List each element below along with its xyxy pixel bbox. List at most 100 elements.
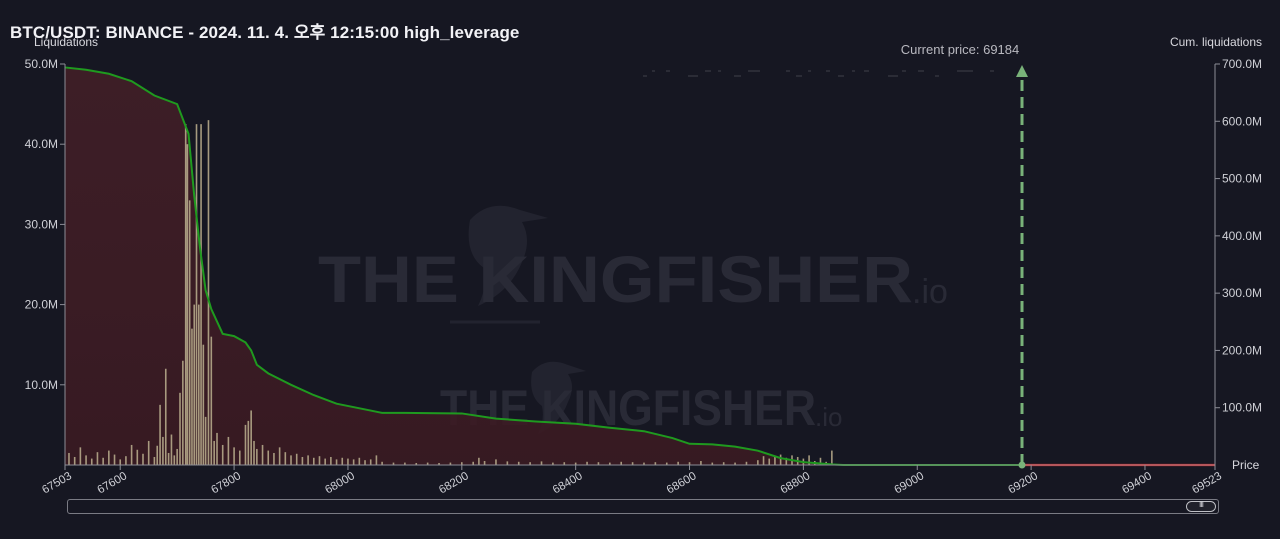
liquidation-bar (221, 444, 224, 465)
liquidation-bar (142, 453, 144, 465)
y2-tick-label: 600.0M (1222, 114, 1262, 128)
x-tick-label: 69000 (893, 470, 927, 496)
liquidation-bar (153, 456, 156, 465)
liquidation-bar (188, 200, 191, 465)
right-axis-title: Cum. liquidations (1169, 35, 1262, 49)
liquidation-bar (119, 459, 122, 465)
liquidation-bar (278, 447, 281, 465)
liquidation-bar (768, 458, 771, 465)
x-tick-label: 67503 (40, 470, 74, 496)
x-tick-label: 68400 (551, 470, 585, 496)
liquidation-bar (68, 452, 70, 465)
chart-title: BTC/USDT: BINANCE - 2024. 11. 4. 오후 12:1… (10, 23, 520, 42)
noise-dash (888, 75, 898, 77)
liquidation-bar (164, 368, 167, 465)
watermark-suffix: .io (912, 273, 948, 311)
liquidation-bar (90, 458, 93, 465)
y2-tick-label: 700.0M (1222, 57, 1262, 71)
x-tick-label: 69200 (1006, 470, 1040, 496)
liquidation-bar (711, 462, 714, 465)
noise-dash (918, 70, 924, 72)
liquidation-bar (273, 452, 275, 465)
liquidation-bar (472, 461, 474, 465)
liquidation-bar (261, 444, 264, 465)
current-price-dot (1018, 461, 1026, 469)
noise-dash (935, 75, 939, 77)
liquidation-bar (227, 436, 230, 465)
liquidation-bar (96, 452, 99, 465)
liquidation-bar (586, 461, 588, 465)
y-tick-label: 40.0M (25, 137, 58, 151)
noise-dash (796, 75, 802, 77)
liquidation-bar (267, 450, 270, 465)
chart-scrollbar[interactable]: III (67, 499, 1219, 514)
liquidation-bar (193, 304, 196, 465)
liquidation-bar (136, 449, 139, 465)
liquidation-bar (745, 461, 748, 465)
liquidation-bar (552, 462, 554, 465)
left-axis-title: Liquidations (34, 35, 99, 49)
y2-tick-label: 100.0M (1222, 401, 1262, 415)
liquidation-bar (831, 450, 833, 465)
liquidation-bar (170, 434, 173, 465)
current-price-arrow (1016, 65, 1029, 77)
noise-dash (643, 75, 647, 77)
liquidation-bar (631, 462, 634, 465)
noise-dash (786, 70, 790, 72)
liquidation-bar (186, 144, 189, 465)
liquidation-bar (125, 456, 127, 465)
liquidation-bar (73, 456, 76, 465)
liquidation-bar (563, 462, 566, 465)
watermark-text: THE KINGFISHER (318, 242, 913, 316)
liquidation-bar (290, 455, 292, 465)
liquidation-bar (207, 120, 210, 465)
liquidation-bar (574, 462, 577, 465)
liquidation-bar (295, 453, 298, 465)
liquidation-bar (643, 462, 645, 465)
liquidation-bar (461, 462, 463, 465)
noise-dash (705, 70, 711, 72)
liquidation-bar (495, 459, 497, 465)
x-tick-label: 67800 (209, 470, 243, 496)
x-tick-label: 67600 (95, 470, 129, 496)
liquidation-bar (757, 460, 759, 465)
liquidation-bar (352, 459, 355, 465)
kingfisher-bird-icon-small (531, 361, 586, 434)
liquidation-bar (762, 456, 765, 465)
noise-dash (838, 75, 844, 77)
liquidation-bar (819, 457, 822, 465)
watermark-suffix-small: .io (815, 402, 842, 432)
liquidation-bar (247, 420, 250, 465)
watermark-noise (643, 70, 994, 77)
liquidation-bar (734, 462, 736, 465)
y2-tick-label: 500.0M (1222, 172, 1262, 186)
liquidation-bar (159, 404, 161, 465)
liquidation-bar (597, 462, 600, 465)
liquidation-bar (369, 459, 372, 465)
kingfisher-watermark-logo: THE KINGFISHER .io THE KINGFISHER .io (318, 205, 948, 436)
liquidation-bar (609, 462, 611, 465)
liquidation-bar (307, 455, 309, 465)
liquidation-bar (195, 124, 198, 466)
liquidation-bar (162, 436, 164, 465)
y2-tick-label: 400.0M (1222, 229, 1262, 243)
liquidation-bar (808, 455, 810, 465)
liquidation-bar (478, 457, 480, 465)
liquidation-bar (335, 459, 338, 465)
current-price-label: Current price: 69184 (901, 42, 1020, 57)
x-tick-label: 68000 (323, 470, 357, 496)
liquidation-bar (540, 461, 543, 465)
x-tick-label: 69400 (1120, 470, 1154, 496)
scrollbar-thumb[interactable]: III (1186, 501, 1216, 512)
liquidation-bar (449, 462, 452, 465)
liquidation-bar (179, 392, 181, 465)
liquidation-bar (665, 462, 668, 465)
x-axis-title: Price (1232, 458, 1260, 472)
liquidation-bar (774, 456, 776, 465)
liquidation-bar (250, 410, 252, 465)
liquidation-bar (191, 328, 193, 465)
liquidation-bar (722, 462, 725, 465)
liquidation-bar (483, 460, 486, 465)
noise-dash (734, 75, 741, 77)
noise-dash (718, 70, 721, 72)
